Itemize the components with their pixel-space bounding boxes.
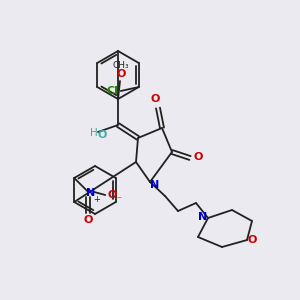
Text: O: O [150,94,160,104]
Text: CH₃: CH₃ [113,61,129,70]
Text: Cl: Cl [107,86,119,96]
Text: N: N [150,180,160,190]
Text: N: N [198,212,208,222]
Text: ⁻: ⁻ [117,195,122,205]
Text: O: O [107,190,117,200]
Text: O: O [83,215,93,225]
Text: O: O [116,69,126,79]
Text: O: O [97,130,107,140]
Text: H: H [90,128,98,138]
Text: +: + [93,194,100,203]
Text: O: O [193,152,203,162]
Text: O: O [247,235,257,245]
Text: N: N [85,188,95,198]
